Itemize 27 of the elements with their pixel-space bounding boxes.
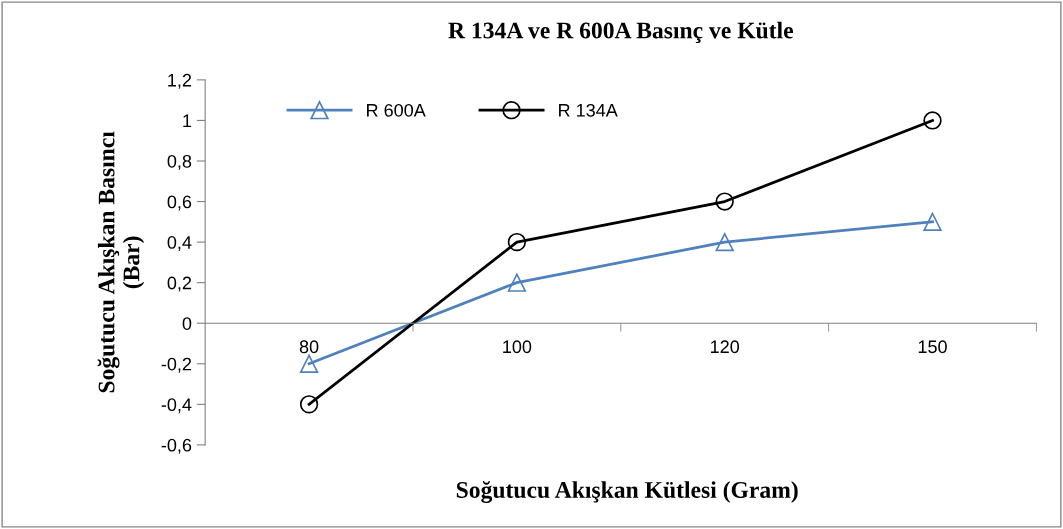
point <box>923 111 942 130</box>
point <box>507 232 527 252</box>
x-tick-label: 120 <box>711 340 740 354</box>
y-tick-label: 0,6 <box>167 195 192 211</box>
y-tick-label: 0 <box>182 317 192 330</box>
y-axis-title: Soğutucu Akışkan Basıncı (Bar) <box>97 131 145 393</box>
x-axis-title: Soğutucu Akışkan Kütlesi (Gram) <box>456 481 798 503</box>
y-tick-label: -0,6 <box>161 438 192 454</box>
point <box>715 192 734 211</box>
point <box>715 232 734 252</box>
x-tick-label: 80 <box>299 340 319 354</box>
x-tick-label: 100 <box>503 340 532 354</box>
legend-label: R 600A <box>367 103 426 117</box>
y-tick-label: 0,8 <box>167 154 192 170</box>
chart-title: R 134A ve R 600A Basınç ve Kütle <box>448 21 793 44</box>
y-tick-label: 1,2 <box>168 73 192 89</box>
point <box>507 273 527 292</box>
y-tick-label: 1 <box>183 114 192 127</box>
point <box>923 212 942 231</box>
legend-label: R 134A <box>559 103 618 117</box>
x-tick-label: 150 <box>918 340 947 354</box>
point <box>299 354 319 373</box>
y-tick-label: -0,4 <box>161 398 192 414</box>
y-tick-label: 0,2 <box>167 276 192 292</box>
point <box>299 395 319 414</box>
y-tick-label: 0,4 <box>167 236 192 251</box>
y-tick-label: -0,2 <box>161 357 192 373</box>
